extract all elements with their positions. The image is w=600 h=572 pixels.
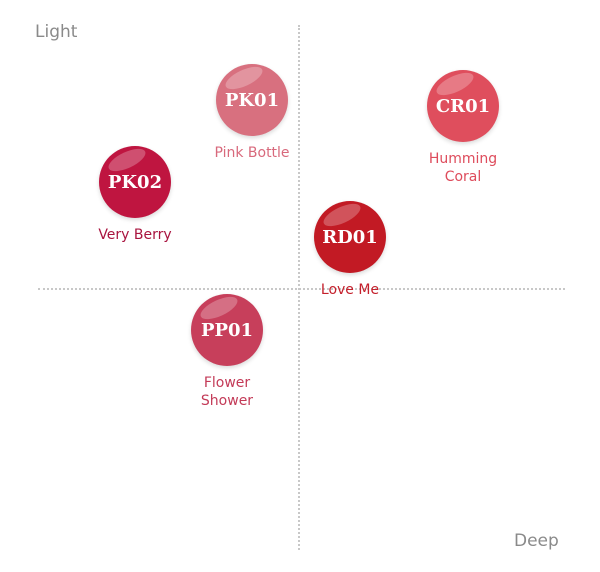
shade: PP01 Flower Shower [157, 294, 297, 410]
shade-name: Love Me [320, 282, 380, 298]
swatch: PK02 [99, 146, 171, 218]
swatch: RD01 [314, 201, 386, 273]
shade: PK01 Pink Bottle [182, 64, 322, 162]
vertical-divider [298, 25, 300, 550]
shade-name: Flower Shower [200, 375, 254, 409]
swatch: CR01 [427, 70, 499, 142]
swatch: PK01 [216, 64, 288, 136]
shade-name: Very Berry [98, 227, 172, 243]
shade: RD01 Love Me [280, 201, 420, 299]
shade: PK02 Very Berry [65, 146, 205, 244]
axis-label: Deep [514, 531, 559, 551]
horizontal-divider [38, 288, 565, 290]
shade-name: Humming Coral [428, 151, 498, 185]
shade: CR01 Humming Coral [393, 70, 533, 186]
axis-label: Light [35, 22, 78, 42]
shade-name: Pink Bottle [214, 145, 290, 161]
swatch: PP01 [191, 294, 263, 366]
